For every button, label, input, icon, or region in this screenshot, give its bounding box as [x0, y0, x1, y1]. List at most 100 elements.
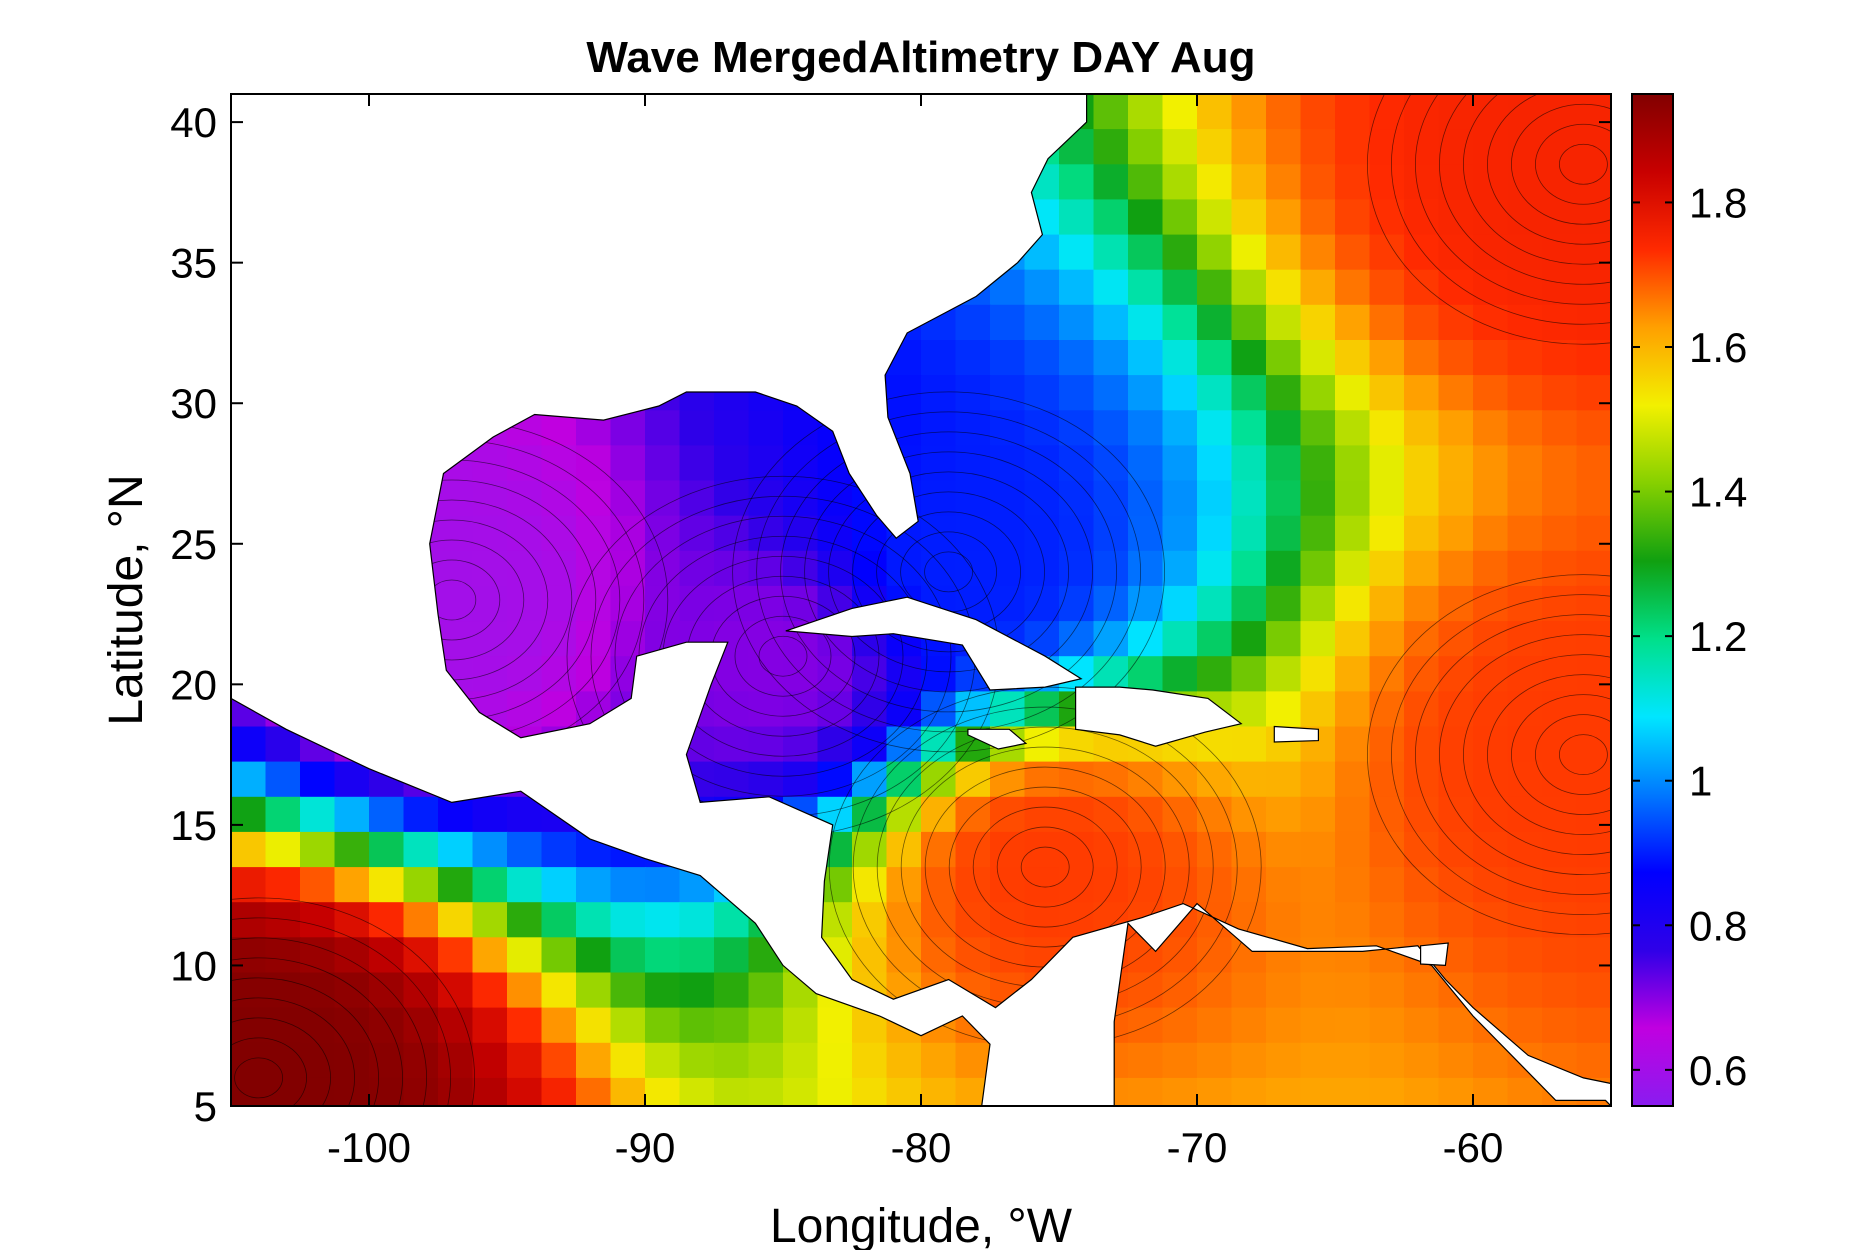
island	[1075, 686, 1243, 747]
field-cell	[1335, 656, 1371, 693]
field-cell	[1059, 585, 1095, 622]
field-cell	[231, 867, 267, 904]
contour-line	[972, 806, 1118, 928]
field-cell	[1404, 867, 1440, 904]
field-cell	[334, 1007, 370, 1044]
field-cell	[300, 937, 336, 974]
field-cell	[438, 902, 474, 939]
field-cell	[1473, 550, 1509, 587]
field-cell	[576, 937, 612, 974]
field-cell	[1335, 867, 1371, 904]
field-cell	[1231, 761, 1267, 798]
field-cell	[679, 585, 715, 622]
field-cell	[1128, 340, 1164, 377]
field-cell	[990, 831, 1026, 868]
contour-line	[231, 957, 403, 1106]
field-cell	[1093, 656, 1129, 693]
field-cell	[403, 937, 439, 974]
contour-line	[1511, 103, 1611, 225]
field-cell	[610, 937, 646, 974]
field-cell	[1059, 761, 1095, 798]
field-cell	[438, 831, 474, 868]
contour-line	[231, 1037, 307, 1106]
field-cell	[1335, 340, 1371, 377]
field-cell	[507, 937, 543, 974]
field-cell	[231, 726, 267, 763]
field-cell	[679, 550, 715, 587]
field-cell	[852, 937, 888, 974]
field-cell	[1024, 410, 1060, 447]
field-cell	[1576, 726, 1611, 763]
field-cell	[438, 937, 474, 974]
field-cell	[541, 445, 577, 482]
field-cell	[1300, 937, 1336, 974]
field-cell	[1162, 199, 1198, 236]
field-cell	[714, 761, 750, 798]
field-cell	[1473, 410, 1509, 447]
field-cell	[1404, 1007, 1440, 1044]
field-cell	[852, 1077, 888, 1106]
field-cell	[1404, 972, 1440, 1009]
field-cell	[1128, 129, 1164, 166]
field-cell	[1128, 1007, 1164, 1044]
field-cell	[1473, 234, 1509, 271]
field-cell	[990, 445, 1026, 482]
field-cell	[576, 480, 612, 517]
field-cell	[1197, 410, 1233, 447]
field-cell	[1542, 796, 1578, 833]
field-cell	[1300, 304, 1336, 341]
field-cell	[1197, 796, 1233, 833]
field-cell	[1542, 550, 1578, 587]
field-cell	[1576, 1007, 1611, 1044]
field-cell	[1197, 1007, 1233, 1044]
field-cell	[472, 1007, 508, 1044]
field-cell	[714, 585, 750, 622]
field-cell	[1542, 340, 1578, 377]
x-tick-label: -80	[891, 1124, 952, 1171]
y-tick-label: 15	[170, 802, 217, 849]
field-cell	[265, 796, 301, 833]
field-cell	[1507, 199, 1543, 236]
field-cell	[1507, 410, 1543, 447]
field-cell	[1300, 129, 1336, 166]
field-cell	[1162, 867, 1198, 904]
field-cell	[645, 550, 681, 587]
field-cell	[1542, 867, 1578, 904]
field-cell	[1300, 656, 1336, 693]
field-cell	[1059, 304, 1095, 341]
field-cell	[1093, 867, 1129, 904]
field-cell	[1128, 621, 1164, 658]
field-cell	[921, 937, 957, 974]
field-cell	[921, 1042, 957, 1079]
field-cell	[1266, 445, 1302, 482]
field-cell	[265, 831, 301, 868]
field-cell	[1300, 375, 1336, 412]
field-cell	[1335, 1077, 1371, 1106]
field-cell	[403, 1042, 439, 1079]
field-cell	[1438, 269, 1474, 306]
field-cell	[1369, 480, 1405, 517]
field-cell	[231, 831, 267, 868]
field-cell	[1335, 164, 1371, 201]
field-cell	[783, 1042, 819, 1079]
field-cell	[1507, 515, 1543, 552]
field-cell	[955, 691, 991, 728]
contour-line	[996, 826, 1094, 908]
field-cell	[852, 1042, 888, 1079]
field-cell	[1128, 1077, 1164, 1106]
field-cell	[1404, 515, 1440, 552]
field-cell	[1542, 445, 1578, 482]
contour-line	[1391, 594, 1611, 915]
field-cell	[1197, 621, 1233, 658]
contour-line	[231, 997, 355, 1106]
field-cell	[1093, 796, 1129, 833]
field-cell	[955, 1042, 991, 1079]
field-cell	[1128, 796, 1164, 833]
field-cell	[1507, 1007, 1543, 1044]
field-cell	[955, 304, 991, 341]
field-cell	[1231, 550, 1267, 587]
field-cell	[1335, 796, 1371, 833]
field-cell	[1197, 937, 1233, 974]
field-cell	[886, 867, 922, 904]
field-cell	[1093, 164, 1129, 201]
